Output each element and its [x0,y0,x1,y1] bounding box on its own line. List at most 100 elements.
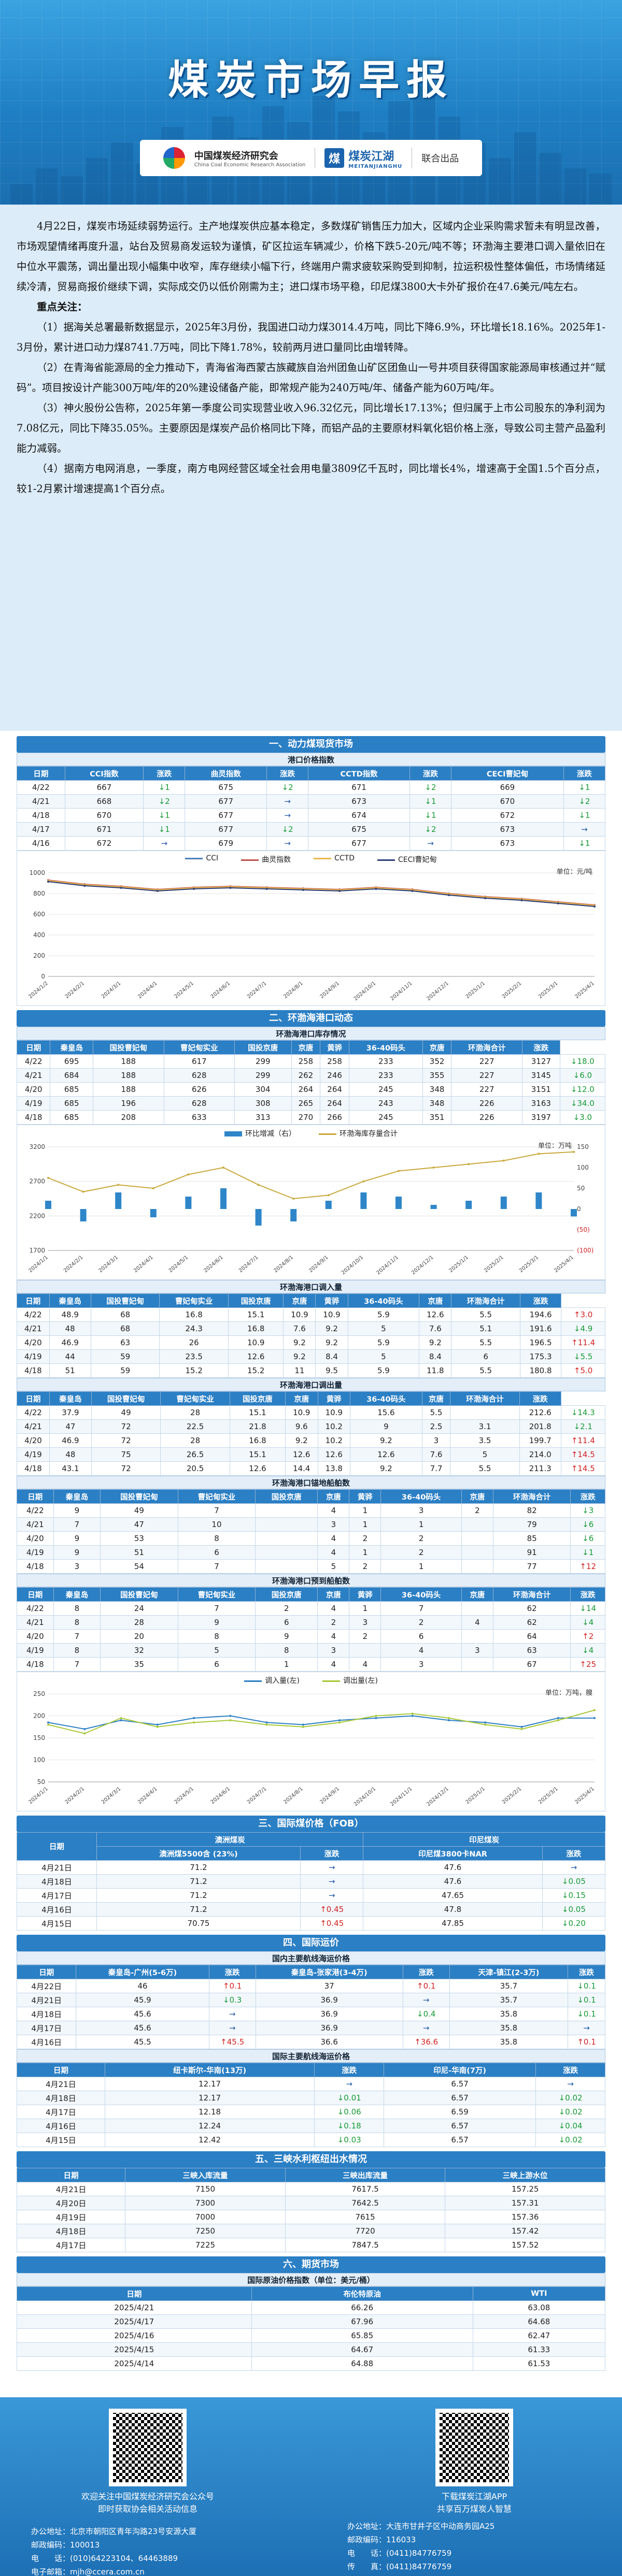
x-tick-label: 2025/2/1 [501,1786,522,1805]
x-tick-label: 2024/1/2 [27,981,49,1000]
data-point [193,1717,195,1719]
table-cell: 9.2 [350,1433,422,1448]
table-cell: ↑45.5 [208,2035,256,2049]
logo-bar: 中国煤炭经济研究会 China Coal Economic Research A… [140,140,482,176]
table-cell: ↓0.1 [568,1979,605,1993]
table-row: 4月20日 7300 7642.5 157.31 [16,2196,605,2210]
data-point [302,889,304,891]
col-header: WTI [472,2286,606,2301]
table-cell: 15.1 [229,1405,286,1420]
section-title: 二、环渤海港口动态 [17,1010,605,1027]
table-cell: 3 [380,1503,462,1518]
data-point [193,888,195,890]
col-header: 京唐 [461,1489,493,1504]
data-point [411,890,414,892]
table-cell [461,1517,493,1532]
table-cell: 4月21日 [16,1993,77,2007]
table-cell: 47.65 [363,1888,543,1903]
sub-title: 国内主要航线海运价格 [17,1951,605,1965]
table-cell: 12.6 [350,1447,422,1462]
table-cell: 3163 [521,1096,560,1111]
legend-item: CCTD [314,854,355,865]
x-tick-label: 2025/2/1 [501,981,522,1000]
table-cell: 4/20 [17,1433,50,1448]
x-tick-label: 2025/2/1 [483,1255,504,1274]
table-cell: 32 [100,1643,178,1658]
table-row: 4月18日 45.6 → 36.9 ↓0.4 35.8 ↓0.1 [16,2007,605,2021]
table-cell: 270 [291,1110,321,1125]
table-cell: 7.6 [283,1321,316,1336]
table-cell: 4/21 [16,1068,51,1083]
table-cell: 4/21 [17,794,65,809]
table-cell: 4/19 [17,1545,54,1560]
x-tick-label: 2024/7/1 [246,1786,267,1805]
data-point [502,1159,505,1162]
table-cell: ↑11.4 [560,1433,606,1448]
table-cell: 71.2 [96,1888,301,1903]
table-cell: 46.9 [49,1433,92,1448]
qr-code-ccera[interactable] [109,2409,187,2486]
col-header: 秦皇岛-张家港(3-4万) [255,1965,403,1979]
table-cell: 188 [93,1082,164,1097]
table-cell: 7 [53,1629,101,1644]
table-cell: 6.57 [384,2077,536,2091]
table-cell: 695 [50,1054,94,1069]
table-cell: ↓0.02 [535,2091,605,2105]
table-row: 4/16 672 → 679 → 677 → 673 ↓1 [17,836,606,851]
qr-code-app[interactable] [435,2409,513,2486]
table-cell: 8.4 [419,1349,452,1364]
table-cell: 212.6 [519,1405,561,1420]
table-cell: 15.2 [159,1363,229,1378]
x-tick-label: 2025/3/1 [538,981,559,1000]
contact-line: 电子邮箱：mjh@meitanjianghu.com [347,2573,494,2576]
table-cell: 262 [291,1068,321,1083]
table-cell: 5.5 [421,1405,451,1420]
table-row: 2025/4/17 67.96 64.68 [17,2314,606,2329]
table-cell: 1 [349,1545,381,1560]
table-row: 2025/4/21 66.26 63.08 [17,2300,606,2315]
table-cell: 196 [93,1096,164,1111]
contact-line: 办公地址：大连市甘井子区中动商务园A25 [347,2522,495,2531]
table-cell: ↓14 [570,1601,605,1616]
table-cell: → [314,2077,385,2091]
table-cell: 12.6 [228,1349,284,1364]
table-cell: 7642.5 [285,2196,446,2210]
unit-label: 单位：万吨 [538,1142,572,1150]
table-cell: 4/16 [17,836,65,851]
table-cell: 51 [49,1363,91,1378]
table-cell: ↑3.0 [561,1307,605,1322]
col-header: 涨跌 [563,766,606,781]
table-cell: 3 [380,1657,462,1672]
table-cell: 5.9 [347,1335,420,1350]
col-header: 京唐 [419,1293,452,1308]
table-cell: 9.2 [283,1335,316,1350]
table-cell: 633 [163,1110,235,1125]
table-cell: 2 [349,1559,381,1574]
table-cell: 12.24 [104,2119,315,2133]
table-cell: 3 [317,1517,350,1532]
table-cell: ↓3.0 [559,1110,606,1125]
table-cell: ↑0.45 [300,1902,364,1917]
table-cell: 35.8 [449,2007,569,2021]
table-cell: 12.18 [104,2105,315,2119]
intl-price-table: 日期 澳洲煤炭 印尼煤炭 澳洲煤5500含 (23%) 涨跌 印尼煤3800卡NAR 涨跌… [17,1832,606,1931]
table-cell: 4月16日 [16,2035,77,2049]
data-point [573,1150,575,1153]
table-cell: 188 [93,1068,164,1083]
table-cell: 3197 [521,1110,560,1125]
table-row: 4月22日 46 ↑0.1 37 ↑0.1 35.7 ↓0.1 [16,1979,605,1993]
table-cell [461,1657,493,1672]
col-header: 印尼-华南(7万) [384,2063,536,2077]
data-point [229,887,232,889]
col-header: 日期 [17,1489,54,1504]
col-header: 秦皇岛-广州(5-6万) [76,1965,209,1979]
table-cell: 5.5 [451,1307,520,1322]
table-cell: 7250 [125,2224,286,2238]
table-cell: 63.08 [472,2300,606,2315]
table-cell: 9.6 [285,1419,318,1434]
col-header: 国投曹妃甸 [100,1587,178,1602]
sub-title: 环渤海港口库存情况 [17,1027,605,1040]
table-cell: 10.9 [228,1335,284,1350]
table-cell: 46.9 [49,1335,91,1350]
col-header: 印尼煤炭 [363,1832,605,1847]
